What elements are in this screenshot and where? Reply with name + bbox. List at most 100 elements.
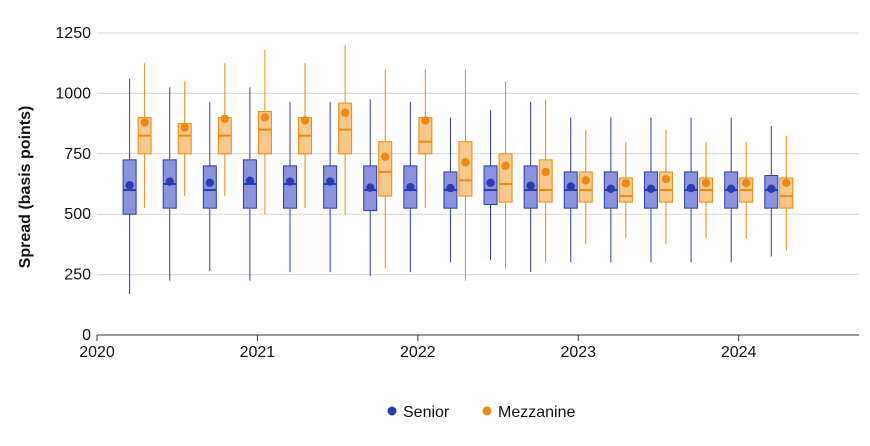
mean-marker xyxy=(325,177,335,186)
box-mark xyxy=(764,126,779,257)
mean-marker xyxy=(180,123,189,132)
mean-marker xyxy=(501,161,510,171)
box-mark xyxy=(603,117,618,263)
mean-marker xyxy=(581,176,590,185)
box-mark xyxy=(418,69,433,209)
box-mark xyxy=(643,117,658,263)
mean-marker xyxy=(220,114,230,123)
legend-label: Mezzanine xyxy=(498,404,575,421)
mean-marker xyxy=(726,184,736,194)
iqr-box xyxy=(257,111,272,155)
iqr-box xyxy=(538,159,553,203)
mean-marker xyxy=(366,183,375,192)
series-mezzanine xyxy=(137,45,794,281)
box-mark xyxy=(724,117,739,263)
box-mark xyxy=(483,110,498,261)
y-tick-label: 750 xyxy=(64,146,91,163)
iqr-box xyxy=(283,165,298,209)
mean-marker xyxy=(646,184,656,194)
box-mark xyxy=(378,69,393,269)
box-mark xyxy=(242,87,257,281)
x-tick-label: 2024 xyxy=(721,344,757,361)
box-mark xyxy=(202,101,217,271)
mean-marker xyxy=(767,184,776,194)
mean-marker xyxy=(566,182,575,191)
mean-marker xyxy=(782,178,791,187)
box-mark xyxy=(658,129,673,245)
box-mark xyxy=(363,99,378,276)
mean-marker xyxy=(526,181,535,190)
box-mark xyxy=(618,141,633,239)
box-mark xyxy=(177,81,192,197)
axes: 0 250 500 750 1000 1250 2020 2021 2022 2023 2024 xyxy=(55,25,859,361)
y-axis-title: Spread (basis points) xyxy=(17,106,34,269)
iqr-box xyxy=(498,153,513,203)
box-series xyxy=(122,45,794,294)
box-mark xyxy=(578,129,593,245)
box-mark xyxy=(338,45,353,215)
y-tick-label: 250 xyxy=(64,267,91,284)
box-mark xyxy=(137,63,152,209)
mean-marker xyxy=(486,178,495,187)
y-tick-label: 0 xyxy=(82,327,91,344)
box-mark xyxy=(779,135,794,251)
x-tick-label: 2022 xyxy=(400,344,436,361)
mean-marker xyxy=(541,167,550,177)
iqr-box xyxy=(202,165,217,209)
mean-marker xyxy=(621,179,631,188)
iqr-box xyxy=(338,102,353,155)
box-mark xyxy=(298,63,313,209)
legend-marker xyxy=(482,406,492,416)
y-tick-label: 500 xyxy=(64,206,91,223)
legend-marker xyxy=(387,406,397,416)
gridlines xyxy=(97,32,859,276)
mean-marker xyxy=(205,178,215,187)
mean-marker xyxy=(381,152,390,161)
box-mark xyxy=(403,101,418,273)
box-mark xyxy=(563,117,578,263)
mean-marker xyxy=(421,116,430,125)
box-mark xyxy=(684,117,699,263)
mean-marker xyxy=(461,158,470,167)
box-mark xyxy=(699,141,714,239)
x-tick-label: 2020 xyxy=(79,344,115,361)
box-mark xyxy=(217,63,232,197)
legend-label: Senior xyxy=(403,404,450,421)
mean-marker xyxy=(245,176,255,186)
mean-marker xyxy=(701,178,711,187)
mean-marker xyxy=(406,182,415,192)
box-mark xyxy=(538,99,553,263)
box-mark xyxy=(523,101,538,273)
mean-marker xyxy=(446,183,455,193)
mean-marker xyxy=(741,178,751,187)
mean-marker xyxy=(140,118,149,127)
box-mark xyxy=(458,69,473,281)
iqr-box xyxy=(378,141,393,197)
mean-marker xyxy=(300,116,310,125)
box-mark xyxy=(498,81,513,269)
box-mark xyxy=(323,101,338,273)
legend: Senior Mezzanine xyxy=(387,404,575,421)
mean-marker xyxy=(686,183,696,193)
mean-marker xyxy=(165,177,174,186)
x-tick-label: 2021 xyxy=(240,344,276,361)
iqr-box xyxy=(779,177,794,209)
iqr-box xyxy=(458,141,473,197)
box-mark xyxy=(739,141,754,239)
box-mark xyxy=(122,78,137,294)
mean-marker xyxy=(285,177,295,186)
iqr-box xyxy=(323,165,338,209)
box-mark xyxy=(162,87,177,281)
mean-marker xyxy=(125,181,134,190)
mean-marker xyxy=(661,174,671,184)
mean-marker xyxy=(340,108,350,117)
mean-marker xyxy=(606,184,616,194)
y-tick-label: 1250 xyxy=(55,25,91,42)
box-mark xyxy=(443,117,458,263)
series-senior xyxy=(122,78,779,294)
box-mark xyxy=(283,101,298,273)
legend-item-mezzanine: Mezzanine xyxy=(482,404,575,421)
x-tick-label: 2023 xyxy=(560,344,596,361)
